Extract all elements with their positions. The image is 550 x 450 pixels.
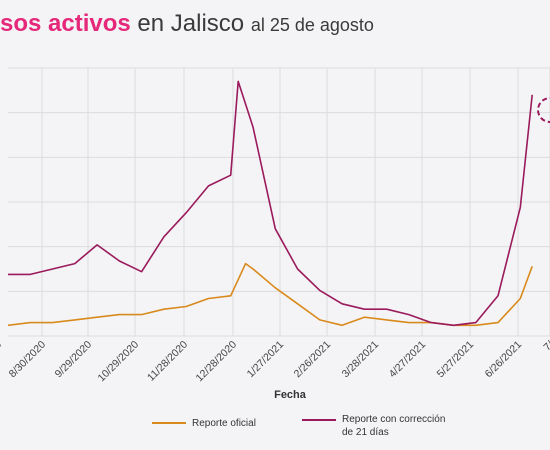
x-tick-label: 2/26/2021 xyxy=(292,339,334,381)
highlight-circle xyxy=(537,97,550,123)
series-line-reporte-oficial xyxy=(7,262,533,327)
x-tick-label: 7/ xyxy=(541,339,550,354)
legend: Reporte oficial Reporte con corrección d… xyxy=(152,414,445,438)
x-axis-title: Fecha xyxy=(274,389,307,401)
x-tick-label: 12/28/2020 xyxy=(193,339,239,385)
x-tick-label: 5/27/2021 xyxy=(435,339,477,381)
x-axis: 2020 8/30/2020 9/29/2020 10/29/2020 11/28/20… xyxy=(0,339,550,385)
x-tick-label: 2020 xyxy=(0,339,4,364)
legend-label-oficial: Reporte oficial xyxy=(192,418,256,429)
x-tick-label: 9/29/2020 xyxy=(53,339,95,381)
legend-label-correccion-2: de 21 días xyxy=(342,427,389,438)
chart-title: sos activos en Jalisco al 25 de agosto xyxy=(0,10,374,44)
x-tick-label: 4/27/2021 xyxy=(387,339,429,381)
legend-label-correccion-1: Reporte con corrección xyxy=(342,414,445,425)
x-tick-label: 11/28/2020 xyxy=(145,339,190,384)
x-tick-label: 1/27/2021 xyxy=(245,339,287,381)
series-line-reporte-correccion xyxy=(8,80,533,327)
series-layer xyxy=(7,80,533,327)
grid xyxy=(8,67,550,337)
title-small: al 25 de agosto xyxy=(250,15,374,35)
title-bold: sos activos xyxy=(0,10,131,37)
title-regular: en Jalisco xyxy=(137,10,245,37)
x-tick-label: 6/26/2021 xyxy=(483,339,525,381)
x-tick-label: 3/28/2021 xyxy=(340,339,382,381)
x-tick-label: 10/29/2020 xyxy=(95,339,141,385)
x-tick-label: 8/30/2020 xyxy=(7,339,49,381)
